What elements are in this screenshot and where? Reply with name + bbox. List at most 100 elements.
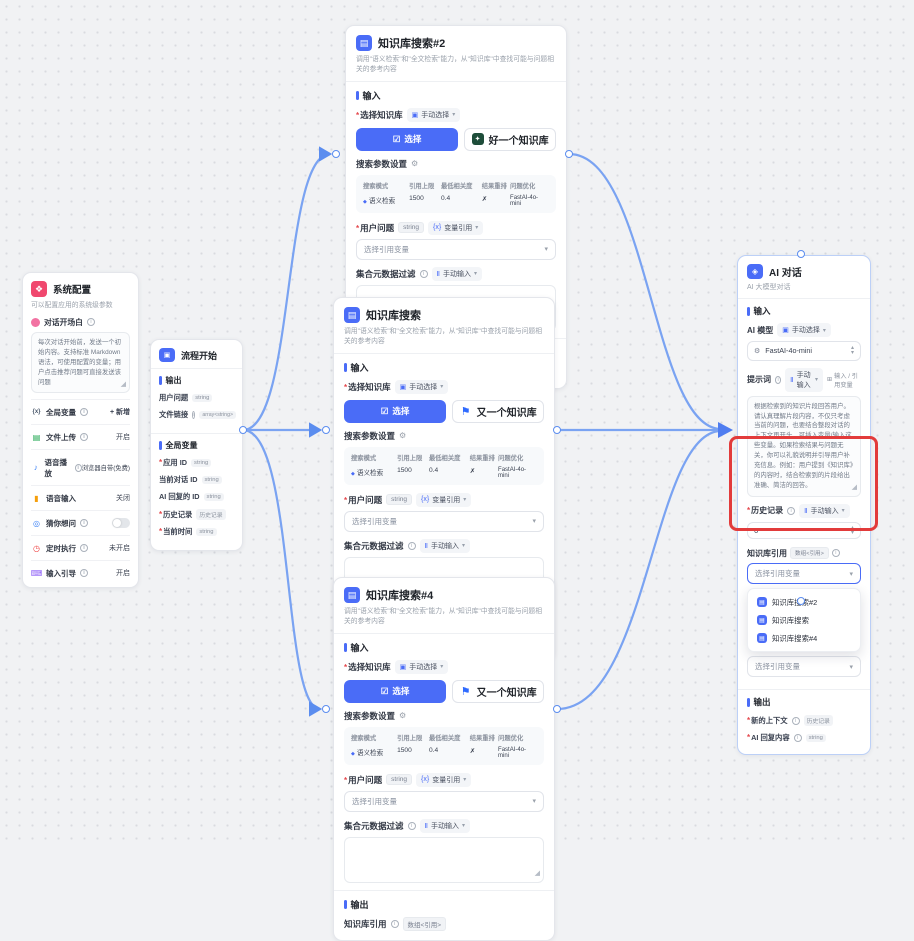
row-suggested-questions[interactable]: ◎ 猜你想问 xyxy=(31,510,130,535)
field-user-question: 用户问题 string xyxy=(159,393,234,403)
chevron-down-icon: ▾ xyxy=(475,225,479,232)
manual-select-icon: ▣ xyxy=(411,111,419,119)
variable-select-dropdown[interactable]: 选择引用变量 ▾ xyxy=(356,238,556,260)
row-scheduled-run[interactable]: ◷ 定时执行 未开启 xyxy=(31,535,130,560)
search-params-table: 搜索模式 引用上限 最低相关度 结果重排 问题优化 语义检索 1500 0.4 … xyxy=(356,174,556,213)
kb-library-icon: ✦ xyxy=(471,133,484,146)
chevron-down-icon: ▾ xyxy=(532,518,536,526)
chevron-down-icon: ▾ xyxy=(440,664,444,671)
choose-kb-button[interactable]: ☑ 选择 xyxy=(344,399,447,423)
manual-input-pill[interactable]: Ⅱ 手动输入 ▾ xyxy=(419,818,470,833)
variable-ref-pill[interactable]: {x} 变量引用 ▾ xyxy=(416,772,472,787)
chevron-down-icon: ▾ xyxy=(463,497,467,504)
manual-select-pill[interactable]: ▣ 手动选择 ▾ xyxy=(394,659,449,674)
add-global-variable-button[interactable]: + 新增 xyxy=(109,409,130,417)
manual-select-icon: ▣ xyxy=(782,327,789,334)
gear-icon[interactable]: ⚙ xyxy=(411,159,419,169)
row-input-guide[interactable]: ⌨ 输入引导 开启 xyxy=(31,560,130,585)
voice-playback-value: 浏览器自带(免费) xyxy=(81,465,130,473)
menu-item-kb-search-4[interactable]: ▤ 知识库搜索#4 xyxy=(752,629,856,647)
stepper-icon[interactable]: ▴ ▾ xyxy=(850,524,854,536)
port-kb-in[interactable] xyxy=(322,426,330,434)
select-icon: ☑ xyxy=(380,405,389,416)
port-ai-top[interactable] xyxy=(797,250,805,258)
choose-kb-button[interactable]: ☑ 选择 xyxy=(344,679,447,703)
kb-name-chip[interactable]: ⚑ 又一个知识库 xyxy=(452,679,544,703)
menu-item-kb-search-2[interactable]: ▤ 知识库搜索#2 xyxy=(752,593,856,611)
port-start-out[interactable] xyxy=(239,426,247,434)
manual-input-icon: Ⅱ xyxy=(424,542,428,550)
chevron-down-icon: ▾ xyxy=(452,112,456,119)
info-icon xyxy=(80,433,88,442)
manual-input-pill[interactable]: Ⅱ 手动输入 ▾ xyxy=(785,367,823,392)
start-node-title: 流程开始 xyxy=(181,350,218,361)
row-voice-playback[interactable]: ♪ 语音播放 浏览器自带(免费) xyxy=(31,449,130,485)
start-node[interactable]: ▣ 流程开始 输出 用户问题 string 文件链接 array<string>… xyxy=(150,339,243,551)
manual-select-pill[interactable]: ▣ 手动选择 ▾ xyxy=(777,323,831,337)
select-arrows-icon: ▴ ▾ xyxy=(850,345,854,356)
kb-node-icon: ▤ xyxy=(757,597,767,608)
history-label: 历史记录 xyxy=(747,505,783,516)
row-file-upload[interactable]: ▤ 文件上传 开启 xyxy=(31,424,130,449)
resize-handle-icon[interactable]: ◢ xyxy=(120,380,126,388)
port-kb-out[interactable] xyxy=(553,426,561,434)
row-voice-input[interactable]: ▮ 语音输入 关闭 xyxy=(31,485,130,510)
kb-ref-dropdown-2[interactable]: 选择引用变量 ▾ xyxy=(747,656,861,678)
port-kb2-in[interactable] xyxy=(332,150,340,158)
kb-node-title: 知识库搜索#2 xyxy=(378,38,446,50)
metadata-filter-textarea[interactable]: ◢ xyxy=(344,836,544,883)
prompt-textarea[interactable]: 根据检索到的知识片段回答用户。请认真理解片段内容，不仅只考虑当前的问题，也要结合… xyxy=(747,395,861,497)
menu-item-kb-search[interactable]: ▤ 知识库搜索 xyxy=(752,611,856,629)
resize-handle-icon[interactable]: ◢ xyxy=(534,869,540,877)
section-bar xyxy=(159,441,162,450)
start-node-icon: ▣ xyxy=(159,348,175,362)
port-ai-bottom[interactable] xyxy=(797,597,805,605)
timer-icon: ◷ xyxy=(33,543,40,553)
variable-ref-pill[interactable]: {x} 变量引用 ▾ xyxy=(416,492,472,507)
manual-select-pill[interactable]: ▣ 手动选择 ▾ xyxy=(406,107,461,122)
choose-kb-button[interactable]: ☑ 选择 xyxy=(356,127,459,151)
kb-output-field: 知识库引用 xyxy=(344,918,387,929)
port-kb2-out[interactable] xyxy=(565,150,573,158)
variable-select-dropdown[interactable]: 选择引用变量 ▾ xyxy=(344,790,544,812)
suggested-questions-toggle[interactable] xyxy=(112,518,130,529)
variable-select-dropdown[interactable]: 选择引用变量 ▾ xyxy=(344,510,544,532)
info-icon xyxy=(791,716,800,725)
chevron-down-icon: ▾ xyxy=(841,508,845,515)
info-icon xyxy=(775,375,782,384)
type-tag: string xyxy=(386,494,413,506)
manual-input-pill[interactable]: Ⅱ 手动输入 ▾ xyxy=(799,503,850,518)
gear-icon[interactable]: ⚙ xyxy=(399,431,407,441)
kb-ref-dropdown[interactable]: 选择引用变量 ▾ xyxy=(747,563,861,585)
gear-icon[interactable]: ⚙ xyxy=(399,711,407,721)
info-icon xyxy=(793,734,802,743)
ai-chat-node[interactable]: ◈ AI 对话 AI 大模型对话 输入 AI 模型 ▣ 手动选择 ▾ ⚙ Fas… xyxy=(737,255,871,756)
kb-name-chip[interactable]: ⚑ 又一个知识库 xyxy=(452,399,544,423)
kb-search-node-4[interactable]: ▤ 知识库搜索#4 调用"语义检索"和"全文检索"能力，从"知识库"中查找可能与… xyxy=(333,577,555,941)
model-select[interactable]: ⚙ FastAI-4o-mini ▴ ▾ xyxy=(747,341,861,361)
chevron-down-icon: ▾ xyxy=(544,246,548,254)
ai-input-section: 输入 xyxy=(753,306,771,316)
row-global-variables[interactable]: {x} 全局变量 + 新增 xyxy=(31,399,130,424)
opening-textarea[interactable]: 每次对话开始前，发送一个初始内容。支持标准 Markdown 语法，可使用配置的… xyxy=(31,331,130,394)
history-count-input[interactable]: 6 ▴ ▾ xyxy=(747,521,861,540)
manual-input-pill[interactable]: Ⅱ 手动输入 ▾ xyxy=(419,538,470,553)
port-kb4-in[interactable] xyxy=(322,705,330,713)
metadata-filter-label: 集合元数据过滤 xyxy=(356,268,416,279)
kb-name-chip[interactable]: ✦ 好一个知识库 xyxy=(464,127,556,151)
manual-select-pill[interactable]: ▣ 手动选择 ▾ xyxy=(394,379,449,394)
mic-icon: ▮ xyxy=(34,493,39,503)
system-config-panel: ❖ 系统配置 可以配置应用的系统级参数 对话开场白 每次对话开始前，发送一个初始… xyxy=(22,272,139,589)
insert-variable-button[interactable]: ⊞ 输入 / 引用变量 xyxy=(826,372,858,389)
params-title: 搜索参数设置 xyxy=(356,158,408,169)
chevron-down-icon: ▾ xyxy=(814,377,818,384)
type-tag: 数组<引用> xyxy=(790,547,829,560)
kb-output-section: 输出 xyxy=(350,899,369,910)
search-params-table: 搜索模式 引用上限 最低相关度 结果重排 问题优化 语义检索 1500 0.4 … xyxy=(344,726,544,765)
type-tag: string xyxy=(398,222,425,234)
port-kb4-out[interactable] xyxy=(553,705,561,713)
variable-ref-pill[interactable]: {x} 变量引用 ▾ xyxy=(428,220,484,235)
resize-handle-icon[interactable]: ◢ xyxy=(851,484,857,492)
manual-input-pill[interactable]: Ⅱ 手动输入 ▾ xyxy=(431,266,482,281)
